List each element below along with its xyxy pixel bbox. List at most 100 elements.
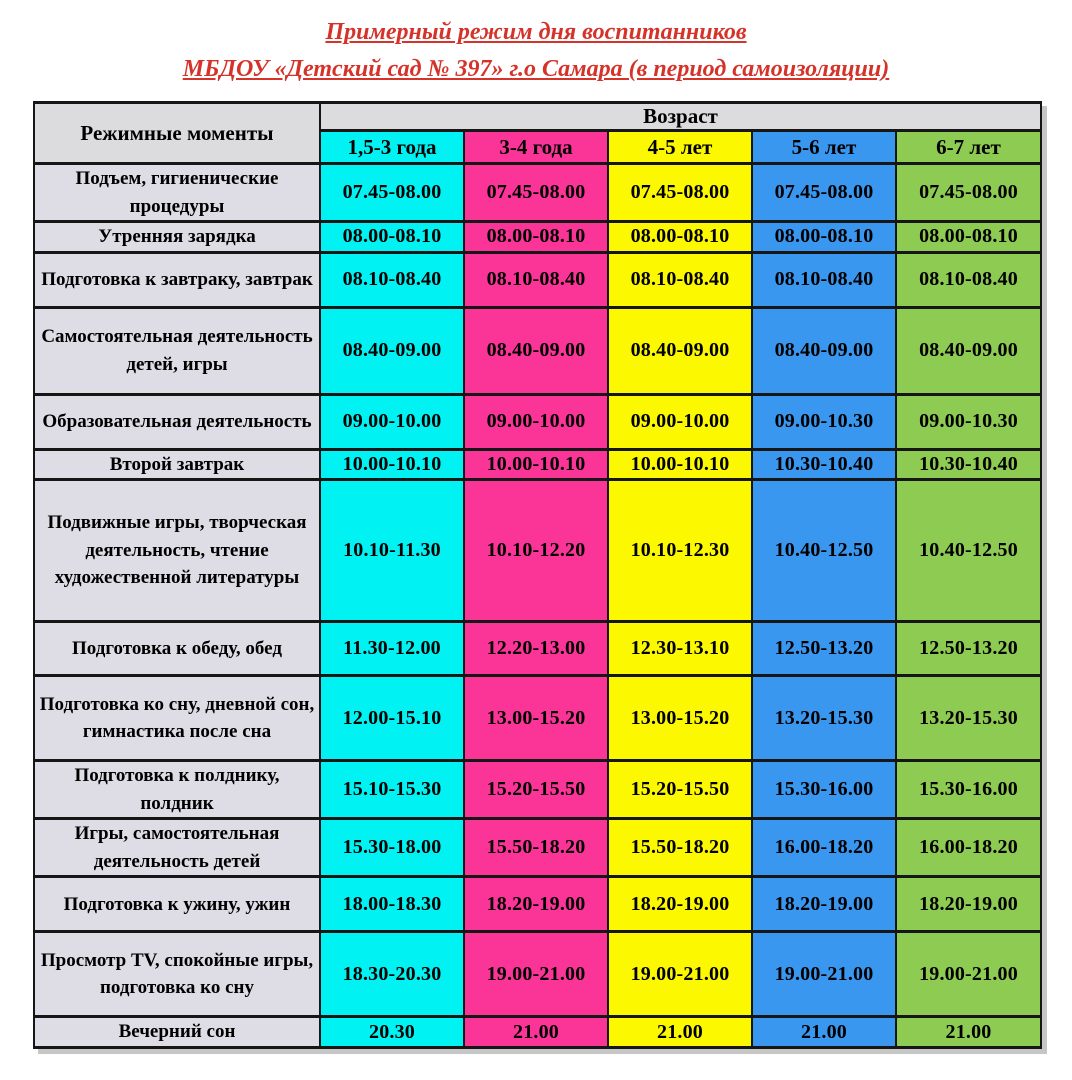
time-cell: 15.50-18.20: [463, 817, 609, 879]
time-cell: 08.10-08.40: [751, 250, 897, 309]
table-row: Подготовка к ужину, ужин 18.00-18.30 18.20…: [33, 875, 1042, 934]
time-cell: 10.00-10.10: [319, 447, 465, 482]
time-cell: 10.00-10.10: [463, 447, 609, 482]
time-cell: 19.00-21.00: [607, 930, 753, 1019]
table-row: Подъем, гигиенические процедуры 07.45-08.…: [33, 161, 1042, 224]
time-cell: 12.50-13.20: [751, 620, 897, 678]
row-label-cell: Образовательная деятельность: [33, 392, 321, 451]
time-cell: 07.45-08.00: [751, 161, 897, 224]
age-column-header-4: 5-6 лет: [751, 129, 897, 165]
time-cell: 16.00-18.20: [895, 817, 1042, 879]
row-label-cell: Подготовка к завтраку, завтрак: [33, 250, 321, 309]
time-cell: 08.10-08.40: [463, 250, 609, 309]
time-cell: 08.40-09.00: [751, 305, 897, 396]
time-cell: 15.30-18.00: [319, 817, 465, 879]
time-cell: 11.30-12.00: [319, 620, 465, 678]
time-cell: 21.00: [895, 1015, 1042, 1049]
age-column-header-3: 4-5 лет: [607, 129, 753, 165]
time-cell: 10.30-10.40: [751, 447, 897, 482]
time-cell: 08.40-09.00: [463, 305, 609, 396]
time-cell: 10.10-12.30: [607, 478, 753, 624]
time-cell: 09.00-10.00: [463, 392, 609, 451]
time-cell: 10.10-12.20: [463, 478, 609, 624]
table-row: Просмотр TV, спокойные игры, подготовка …: [33, 930, 1042, 1019]
table-row: Подвижные игры, творческая деятельность,…: [33, 478, 1042, 624]
title-line-2: МБДОУ «Детский сад № 397» г.о Самара (в …: [182, 56, 890, 83]
time-cell: 15.50-18.20: [607, 817, 753, 879]
age-column-header-5: 6-7 лет: [895, 129, 1042, 165]
row-label-cell: Подвижные игры, творческая деятельность,…: [33, 478, 321, 624]
row-label-cell: Подготовка к обеду, обед: [33, 620, 321, 678]
header-row-ages: 1,5-3 года 3-4 года 4-5 лет 5-6 лет 6-7 лет: [34, 129, 1042, 165]
time-cell: 12.50-13.20: [895, 620, 1042, 678]
time-cell: 15.20-15.50: [607, 759, 753, 821]
time-cell: 16.00-18.20: [751, 817, 897, 879]
table-row: Игры, самостоятельная деятельность детей…: [33, 817, 1042, 879]
corner-header-cell: Режимные моменты: [33, 101, 321, 165]
time-cell: 15.10-15.30: [319, 759, 465, 821]
row-label-cell: Подготовка к ужину, ужин: [33, 875, 321, 934]
time-cell: 13.20-15.30: [751, 674, 897, 763]
time-cell: 10.30-10.40: [895, 447, 1042, 482]
time-cell: 21.00: [607, 1015, 753, 1049]
time-cell: 10.40-12.50: [751, 478, 897, 624]
row-label-cell: Вечерний сон: [33, 1015, 321, 1049]
table-row: Подготовка к полднику, полдник 15.10-15.3…: [33, 759, 1042, 821]
time-cell: 19.00-21.00: [895, 930, 1042, 1019]
table-row: Вечерний сон 20.30 21.00 21.00 21.00 21.00: [33, 1015, 1042, 1049]
time-cell: 18.20-19.00: [463, 875, 609, 934]
time-cell: 08.00-08.10: [463, 220, 609, 254]
time-cell: 07.45-08.00: [895, 161, 1042, 224]
time-cell: 18.00-18.30: [319, 875, 465, 934]
schedule-table: Режимные моменты Возраст 1,5-3 года 3-4 г…: [33, 101, 1042, 1049]
row-label-cell: Игры, самостоятельная деятельность детей: [33, 817, 321, 879]
time-cell: 08.00-08.10: [319, 220, 465, 254]
time-cell: 08.40-09.00: [607, 305, 753, 396]
table-row: Самостоятельная деятельность детей, игры…: [33, 305, 1042, 396]
row-label-cell: Подъем, гигиенические процедуры: [33, 161, 321, 224]
time-cell: 10.40-12.50: [895, 478, 1042, 624]
time-cell: 13.20-15.30: [895, 674, 1042, 763]
time-cell: 18.20-19.00: [895, 875, 1042, 934]
time-cell: 13.00-15.20: [463, 674, 609, 763]
title-line-1: Примерный режим дня воспитанников: [325, 19, 747, 45]
time-cell: 10.00-10.10: [607, 447, 753, 482]
time-cell: 19.00-21.00: [463, 930, 609, 1019]
time-cell: 08.00-08.10: [751, 220, 897, 254]
time-cell: 08.00-08.10: [607, 220, 753, 254]
table-row: Подготовка к обеду, обед 11.30-12.00 12.20…: [33, 620, 1042, 678]
schedule-title: Примерный режим дня воспитанников МБДОУ …: [0, 14, 1072, 88]
time-cell: 12.20-13.00: [463, 620, 609, 678]
time-cell: 18.20-19.00: [751, 875, 897, 934]
time-cell: 07.45-08.00: [607, 161, 753, 224]
time-cell: 08.40-09.00: [319, 305, 465, 396]
time-cell: 18.20-19.00: [607, 875, 753, 934]
time-cell: 09.00-10.30: [895, 392, 1042, 451]
table-row: Второй завтрак 10.00-10.10 10.00-10.10 10.0…: [33, 447, 1042, 482]
time-cell: 19.00-21.00: [751, 930, 897, 1019]
table-row: Подготовка ко сну, дневной сон, гимнасти…: [33, 674, 1042, 763]
age-column-header-2: 3-4 года: [463, 129, 609, 165]
row-label-cell: Просмотр TV, спокойные игры, подготовка …: [33, 930, 321, 1019]
time-cell: 08.10-08.40: [607, 250, 753, 309]
time-cell: 15.30-16.00: [895, 759, 1042, 821]
time-cell: 15.20-15.50: [463, 759, 609, 821]
age-column-header-1: 1,5-3 года: [319, 129, 465, 165]
time-cell: 08.40-09.00: [895, 305, 1042, 396]
time-cell: 15.30-16.00: [751, 759, 897, 821]
time-cell: 07.45-08.00: [319, 161, 465, 224]
table-row: Образовательная деятельность 09.00-10.00 0…: [33, 392, 1042, 451]
row-label-cell: Подготовка ко сну, дневной сон, гимнасти…: [33, 674, 321, 763]
time-cell: 21.00: [463, 1015, 609, 1049]
time-cell: 08.10-08.40: [319, 250, 465, 309]
time-cell: 13.00-15.20: [607, 674, 753, 763]
table-row: Утренняя зарядка 08.00-08.10 08.00-08.10 08…: [33, 220, 1042, 254]
time-cell: 09.00-10.00: [319, 392, 465, 451]
row-label-cell: Второй завтрак: [33, 447, 321, 482]
row-label-cell: Подготовка к полднику, полдник: [33, 759, 321, 821]
age-header-cell: Возраст: [319, 101, 1042, 132]
row-label-cell: Утренняя зарядка: [33, 220, 321, 254]
time-cell: 07.45-08.00: [463, 161, 609, 224]
table-row: Подготовка к завтраку, завтрак 08.10-08.4…: [33, 250, 1042, 309]
